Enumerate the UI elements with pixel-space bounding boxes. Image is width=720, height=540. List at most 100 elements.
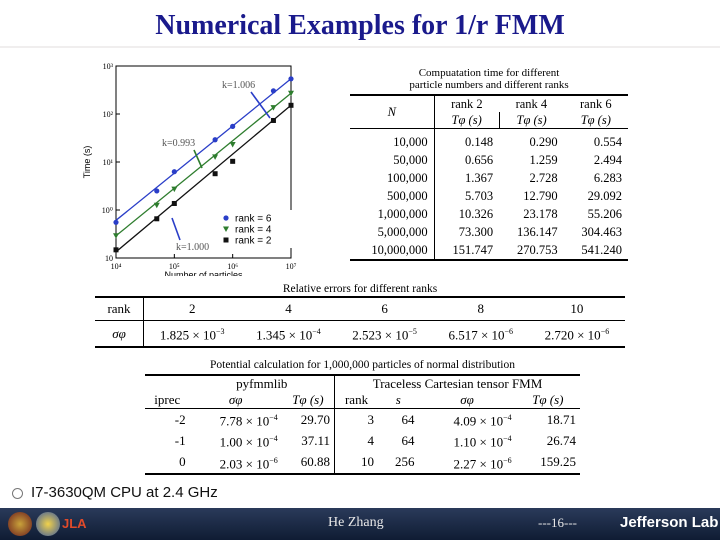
table-cell: 60.88 — [281, 451, 336, 475]
table-cell: 151.747 — [434, 241, 500, 261]
table-cell: 29.70 — [281, 408, 336, 431]
table3-group-pyfmmlib: pyfmmlib — [189, 374, 336, 392]
table-cell: 4.09 × 10−4 — [418, 409, 515, 431]
table2-error-cell: 1.825 × 10−3 — [143, 320, 241, 349]
cell-text: 159.25 — [540, 454, 576, 470]
table2-rank-cell: 6 — [336, 296, 433, 321]
x-tick-label: 10⁶ — [227, 262, 238, 271]
jla-logo: JLA — [62, 516, 87, 531]
error-mantissa: 6.517 × 10 — [448, 327, 505, 343]
table-cell: 500,000 — [350, 187, 435, 205]
table2-error-cell: 2.720 × 10−6 — [528, 320, 625, 349]
annotation-arrow — [171, 217, 181, 241]
table1-col-n: N — [350, 94, 435, 129]
data-point-square — [230, 158, 236, 164]
legend-marker — [223, 226, 229, 232]
annotation-label: k=0.993 — [162, 138, 195, 149]
table3-group-tensor: Traceless Cartesian tensor FMM — [334, 374, 580, 392]
table-cell: 12.790 — [523, 189, 558, 203]
data-point-triangle — [113, 233, 119, 239]
table-row: 50,000 0.656 1.259 2.494 — [350, 151, 628, 169]
table-row: 0 2.03 × 10−6 60.88 10 256 2.27 × 10−6 159.25 — [145, 451, 580, 475]
table-cell: 50,000 — [350, 151, 435, 169]
bullet-text: I7-3630QM CPU at 2.4 GHz — [31, 484, 218, 501]
cell-text: 256 — [394, 454, 415, 470]
table3-header: σφ — [189, 392, 282, 409]
table-cell: 10,000 — [350, 133, 435, 151]
cell-exponent: −6 — [269, 455, 278, 465]
data-point-circle — [288, 76, 294, 82]
error-exponent: −6 — [504, 327, 514, 336]
cell-text: 18.71 — [546, 411, 576, 427]
legend-marker — [223, 237, 229, 243]
cell-text: 3 — [367, 411, 375, 427]
error-mantissa: 2.720 × 10 — [544, 327, 601, 343]
data-point-triangle — [270, 105, 277, 111]
table2-rank-cell: 10 — [528, 296, 625, 321]
cell-exponent: −6 — [503, 455, 512, 465]
data-point-square — [171, 200, 177, 206]
table-cell: 270.753 — [499, 241, 564, 261]
data-point-triangle — [212, 154, 219, 160]
annotation-label: k=1.006 — [222, 80, 255, 91]
table-cell: 29.092 — [587, 189, 622, 203]
jefferson-lab-logo: Jefferson Lab — [620, 514, 719, 531]
legend-label: rank = 4 — [235, 225, 272, 236]
table-row: 10,000 0.148 0.290 0.554 — [350, 133, 628, 151]
table1-unit: Tφ (s) — [580, 113, 611, 127]
table1-unit: Tφ (s) — [434, 112, 500, 129]
table-cell: 0.290 — [529, 135, 558, 149]
cell-text: 7.78 × 10 — [219, 413, 270, 429]
table2-sigma-label: σφ — [95, 320, 144, 349]
legend-label: rank = 6 — [235, 214, 272, 225]
table-cell: 2.03 × 10−6 — [189, 451, 282, 475]
table-cell: 64 — [378, 409, 418, 431]
table-cell: 64 — [378, 430, 418, 451]
cell-text: 4.09 × 10 — [453, 413, 504, 429]
table1-caption-line2: particle numbers and different ranks — [409, 79, 569, 91]
table-cell: 7.78 × 10−4 — [190, 409, 282, 431]
cell-text: 60.88 — [300, 454, 331, 470]
error-mantissa: 1.345 × 10 — [256, 327, 313, 343]
title-divider — [0, 46, 720, 48]
table1-unit: Tφ (s) — [516, 113, 547, 127]
data-point-square — [154, 216, 160, 222]
cell-text: 64 — [401, 432, 415, 448]
table2-rank-label: rank — [95, 296, 144, 321]
table2-error-cell: 2.523 × 10−5 — [336, 320, 433, 349]
cell-exponent: −4 — [503, 413, 512, 422]
table-cell: 100,000 — [350, 169, 435, 187]
data-point-circle — [154, 188, 160, 194]
cell-text: 1.10 × 10 — [453, 434, 504, 450]
table-cell: 2.27 × 10−6 — [418, 451, 516, 475]
data-point-triangle — [171, 186, 178, 193]
table-cell: 1.259 — [529, 153, 558, 167]
data-point-square — [270, 117, 276, 123]
table-cell: 26.74 — [516, 430, 580, 451]
cell-text: 0 — [179, 454, 186, 470]
cell-exponent: −4 — [269, 413, 278, 422]
y-tick-label: 10¹ — [103, 158, 114, 167]
error-exponent: −6 — [600, 327, 610, 336]
table-cell: 73.300 — [458, 225, 494, 239]
table-cell: 1.367 — [465, 171, 494, 185]
table-cell: 6.283 — [593, 171, 622, 185]
table-cell: 1,000,000 — [350, 205, 435, 223]
data-point-circle — [113, 219, 119, 225]
table-cell: 0.554 — [593, 135, 622, 149]
legend-marker — [223, 215, 229, 221]
table-cell: 159.25 — [515, 451, 580, 475]
annotation-label: k=1.000 — [176, 242, 209, 253]
table1-col-rank2: rank 2 — [434, 94, 500, 112]
page-title: Numerical Examples for 1/r FMM — [155, 10, 565, 41]
table-cell: 136.147 — [516, 225, 558, 239]
table-row: 5,000,000 73.300 136.147 304.463 — [350, 223, 628, 241]
table2-caption: Relative errors for different ranks — [282, 283, 438, 295]
data-point-triangle — [288, 90, 294, 97]
table-cell: -2 — [145, 409, 190, 431]
cell-text: 64 — [401, 411, 415, 427]
table2-rank-cell: 2 — [143, 296, 241, 321]
table2-error-cell: 1.345 × 10−4 — [240, 320, 337, 349]
y-tick-label: 10² — [103, 110, 114, 119]
table-row: -2 7.78 × 10−4 29.70 3 64 4.09 × 10−4 18.71 — [145, 408, 580, 431]
